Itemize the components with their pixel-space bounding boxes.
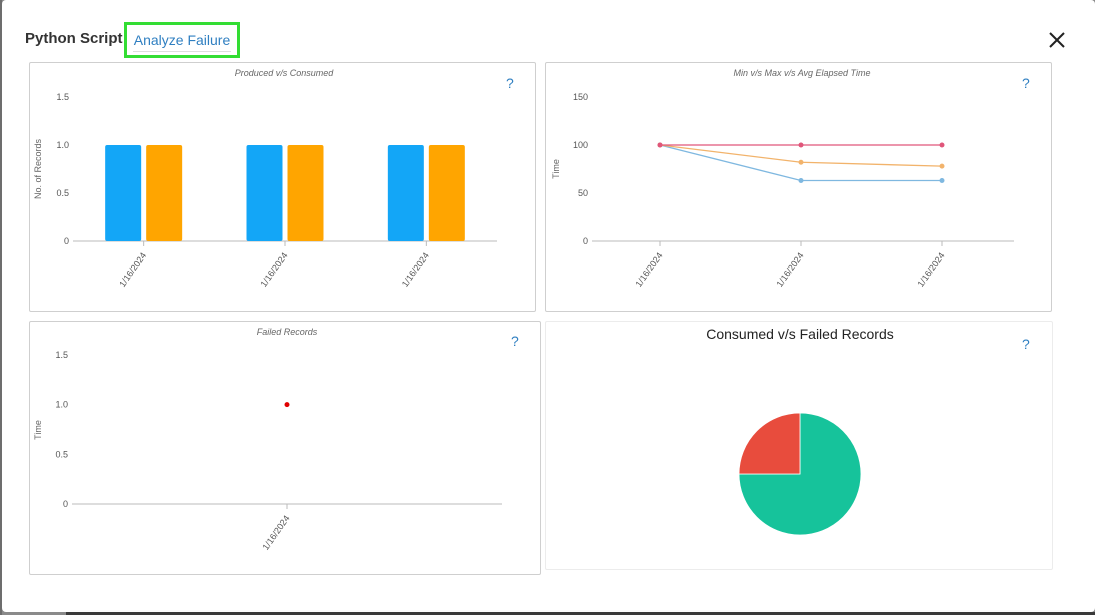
elapsed-time-chart: Min v/s Max v/s Avg Elapsed Time Time 0 5… bbox=[551, 68, 1014, 289]
y-tick-label: 1.0 bbox=[56, 140, 69, 150]
produced-consumed-panel: ? Produced v/s Consumed No. of Records 0… bbox=[29, 62, 536, 312]
produced-consumed-chart: Produced v/s Consumed No. of Records 0 0.… bbox=[33, 68, 497, 289]
series-point bbox=[798, 178, 804, 184]
y-tick-label: 0 bbox=[583, 236, 588, 246]
series-point bbox=[939, 142, 945, 148]
elapsed-time-panel: ? Min v/s Max v/s Avg Elapsed Time Time … bbox=[545, 62, 1052, 312]
failed-records-panel: ? Failed Records Time 0 0.5 1.0 1.5 1/16/202… bbox=[29, 321, 541, 575]
y-tick-label: 1.5 bbox=[56, 92, 69, 102]
tab-underline bbox=[133, 51, 231, 52]
y-tick-label: 150 bbox=[573, 92, 588, 102]
tab-analyze-failure-label: Analyze Failure bbox=[133, 32, 231, 48]
tab-analyze-failure[interactable]: Analyze Failure bbox=[124, 22, 240, 58]
help-icon[interactable]: ? bbox=[506, 75, 514, 91]
bar bbox=[146, 145, 183, 241]
bar bbox=[387, 145, 424, 241]
y-axis-label: No. of Records bbox=[33, 138, 43, 199]
chart-title: Min v/s Max v/s Avg Elapsed Time bbox=[734, 68, 871, 78]
x-tick-label: 1/16/2024 bbox=[117, 250, 148, 289]
y-tick-label: 1.5 bbox=[55, 350, 68, 360]
help-icon[interactable]: ? bbox=[1022, 75, 1030, 91]
series-point bbox=[657, 142, 663, 148]
bar bbox=[428, 145, 465, 241]
x-tick-label: 1/16/2024 bbox=[258, 250, 289, 289]
consumed-failed-panel: ? Consumed v/s Failed Records bbox=[545, 321, 1053, 570]
chart-title: Consumed v/s Failed Records bbox=[706, 326, 894, 342]
y-tick-label: 0 bbox=[64, 236, 69, 246]
bar bbox=[246, 145, 283, 241]
series-point bbox=[939, 163, 945, 169]
backdrop bbox=[0, 0, 2, 615]
x-tick-label: 1/16/2024 bbox=[400, 250, 431, 289]
backdrop-bottom bbox=[66, 612, 1095, 615]
x-tick-label: 1/16/2024 bbox=[774, 250, 805, 289]
consumed-failed-chart: Consumed v/s Failed Records bbox=[706, 326, 894, 536]
y-tick-label: 50 bbox=[578, 188, 588, 198]
y-tick-label: 0.5 bbox=[56, 188, 69, 198]
series-point bbox=[798, 159, 804, 165]
chart-title: Failed Records bbox=[257, 327, 318, 337]
modal-title: Python Script bbox=[25, 30, 123, 47]
close-icon[interactable] bbox=[1046, 29, 1068, 51]
bar bbox=[105, 145, 142, 241]
help-icon[interactable]: ? bbox=[511, 333, 519, 349]
series-point bbox=[798, 142, 804, 148]
y-tick-label: 100 bbox=[573, 140, 588, 150]
scatter-point bbox=[284, 402, 290, 408]
failed-records-chart: Failed Records Time 0 0.5 1.0 1.5 1/16/2024 bbox=[33, 327, 502, 552]
y-tick-label: 1.0 bbox=[55, 400, 68, 410]
x-tick-label: 1/16/2024 bbox=[260, 513, 291, 552]
x-tick-label: 1/16/2024 bbox=[915, 250, 946, 289]
y-tick-label: 0 bbox=[63, 499, 68, 509]
series-point bbox=[939, 178, 945, 184]
y-axis-label: Time bbox=[551, 159, 561, 179]
help-icon[interactable]: ? bbox=[1022, 336, 1030, 352]
chart-title: Produced v/s Consumed bbox=[235, 68, 335, 78]
bar bbox=[287, 145, 324, 241]
y-axis-label: Time bbox=[33, 420, 43, 440]
y-tick-label: 0.5 bbox=[55, 449, 68, 459]
pie-slice bbox=[738, 412, 801, 475]
x-tick-label: 1/16/2024 bbox=[633, 250, 664, 289]
